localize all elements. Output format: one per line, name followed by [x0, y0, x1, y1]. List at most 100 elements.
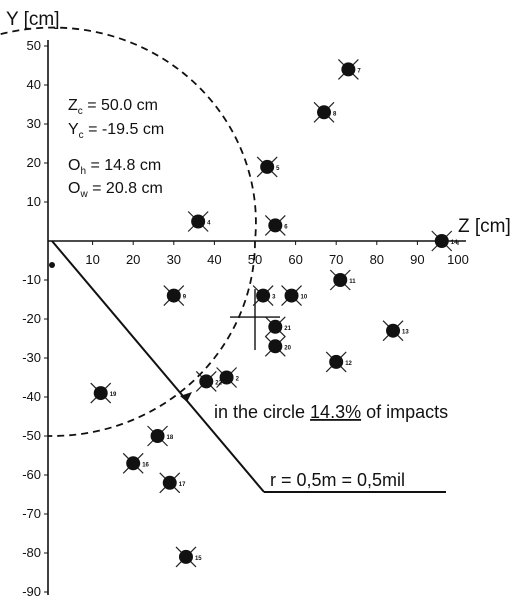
impact-label: 18: [167, 435, 174, 441]
impact-point: 14: [431, 230, 458, 252]
arrow-head: [180, 392, 192, 402]
impact-point: 18: [147, 425, 174, 447]
y-tick-label: 40: [27, 77, 41, 92]
impact-point: 3: [252, 285, 276, 307]
y-tick-label: 50: [27, 38, 41, 53]
x-tick-label: 30: [167, 252, 181, 267]
impact-points: 2 3 4 5 6 7 8 9 10 11 12 13 14 15 16 17 18 19 20 21 22: [90, 58, 458, 568]
y-tick-label: 20: [27, 155, 41, 170]
impact-point: 13: [382, 320, 409, 342]
impact-point: 7: [337, 58, 361, 80]
impact-marker: [256, 288, 271, 303]
impact-marker: [126, 456, 141, 471]
impact-point: 10: [281, 285, 308, 307]
y-tick-label: -30: [22, 350, 41, 365]
y-tick-label: -10: [22, 272, 41, 287]
x-tick-label: 40: [207, 252, 221, 267]
impact-label: 22: [215, 380, 222, 386]
impact-marker: [93, 386, 108, 401]
impact-label: 17: [179, 482, 186, 488]
x-tick-label: 10: [85, 252, 99, 267]
stat-yc: Yc = -19.5 cm: [68, 121, 164, 141]
impact-marker: [166, 288, 181, 303]
circle-note: in the circle 14.3% of impacts: [214, 402, 448, 422]
impact-label: 9: [183, 295, 187, 301]
impact-label: 11: [349, 279, 356, 285]
impact-label: 10: [301, 295, 308, 301]
impact-point: 9: [163, 285, 187, 307]
impact-point: 2: [216, 367, 240, 388]
x-tick-label: 70: [329, 252, 343, 267]
x-tick-label: 60: [288, 252, 302, 267]
impact-marker: [199, 374, 214, 389]
y-tick-label: -80: [22, 545, 41, 560]
impact-marker: [260, 159, 275, 174]
statistics: Zc = 50.0 cm Yc = -19.5 cm Oh = 14.8 cm …: [68, 97, 164, 200]
impact-marker: [434, 234, 449, 248]
y-tick-label: -20: [22, 311, 41, 326]
impact-marker: [191, 214, 206, 229]
impact-point: 17: [159, 472, 186, 494]
impact-marker: [341, 62, 356, 77]
impact-marker: [178, 549, 193, 564]
stat-ow: Ow = 20.8 cm: [68, 180, 163, 200]
y-tick-label: 10: [27, 194, 41, 209]
impact-marker: [329, 354, 344, 369]
radius-note: r = 0,5m = 0,5mil: [270, 470, 405, 490]
y-axis-title: Y [cm]: [6, 9, 60, 30]
stat-zc: Zc = 50.0 cm: [68, 97, 158, 117]
reference-circle: [0, 26, 257, 437]
impact-point: 6: [264, 214, 288, 236]
impact-marker: [386, 323, 401, 338]
y-tick-label: 30: [27, 116, 41, 131]
x-tick-label: 100: [447, 252, 469, 267]
y-tick-label: -70: [22, 506, 41, 521]
impact-point: 4: [187, 211, 211, 232]
impact-label: 16: [142, 462, 149, 468]
x-tick-label: 20: [126, 252, 140, 267]
x-axis-title: Z [cm]: [458, 216, 511, 237]
y-tick-label: -60: [22, 467, 41, 482]
impact-label: 13: [402, 330, 409, 336]
impact-marker: [317, 105, 332, 120]
impact-point: 19: [90, 382, 117, 404]
impact-marker: [150, 429, 165, 443]
x-tick-label: 80: [370, 252, 384, 267]
annotations: in the circle 14.3% of impacts r = 0,5m …: [51, 240, 448, 493]
impact-point: 15: [175, 546, 202, 568]
impact-label: 14: [451, 240, 458, 246]
impact-label: 8: [333, 111, 337, 117]
impact-label: 12: [345, 361, 352, 367]
stat-oh: Oh = 14.8 cm: [68, 157, 161, 177]
impact-label: 4: [207, 221, 211, 227]
impact-point: 21: [264, 316, 292, 338]
impact-point: 16: [122, 452, 150, 474]
impact-marker: [219, 370, 234, 385]
x-tick-label: 50: [248, 252, 262, 267]
impact-marker: [333, 273, 348, 287]
x-tick-label: 90: [410, 252, 424, 267]
impact-label: 15: [195, 556, 202, 562]
circle-layer: [0, 26, 280, 437]
impact-point: 8: [313, 101, 337, 123]
impact-marker: [284, 288, 299, 303]
impact-label: 5: [276, 166, 280, 172]
impact-marker: [268, 319, 283, 334]
impact-label: 20: [284, 345, 291, 351]
impact-point: 12: [325, 351, 353, 373]
impact-point: 22: [195, 370, 223, 392]
impact-label: 21: [284, 326, 291, 332]
impact-marker: [162, 475, 177, 490]
impact-label: 2: [236, 377, 240, 383]
impact-label: 3: [272, 295, 276, 301]
impact-label: 6: [284, 224, 288, 230]
impact-label: 7: [357, 68, 361, 74]
impact-point: 5: [256, 156, 280, 178]
impact-point: 20: [264, 335, 292, 357]
impact-marker: [268, 218, 283, 233]
impact-marker: [268, 339, 283, 354]
axis-marker-dot: [49, 262, 55, 268]
impact-point: 11: [329, 269, 356, 291]
